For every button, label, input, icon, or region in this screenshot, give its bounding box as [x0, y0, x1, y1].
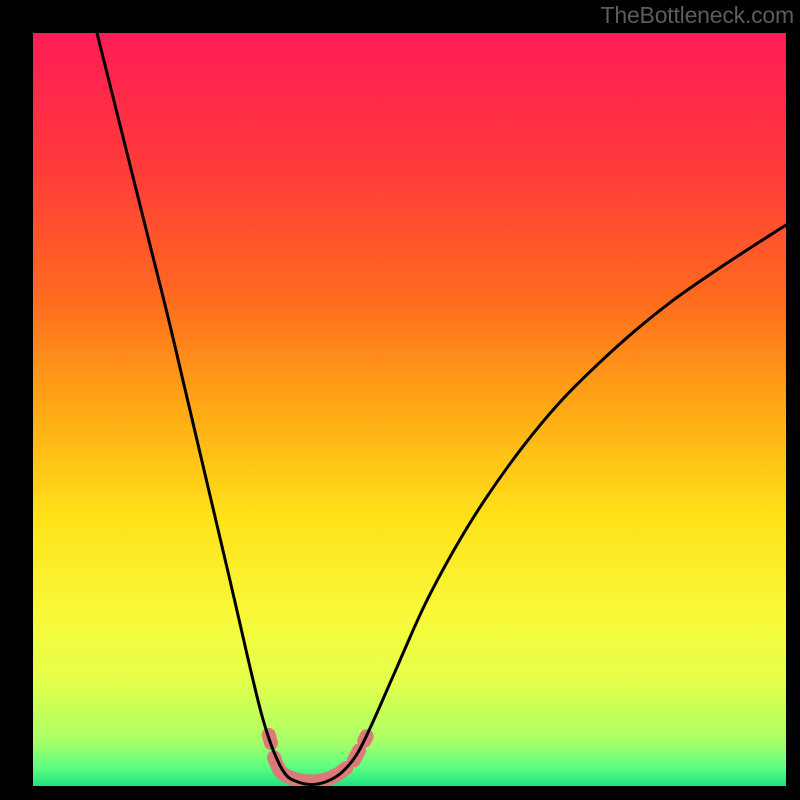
- line-chart-svg: [33, 33, 786, 786]
- bottleneck-curve: [97, 33, 786, 784]
- chart-outer-frame: TheBottleneck.com: [0, 0, 800, 800]
- watermark-text: TheBottleneck.com: [601, 2, 794, 29]
- plot-area: [33, 33, 786, 786]
